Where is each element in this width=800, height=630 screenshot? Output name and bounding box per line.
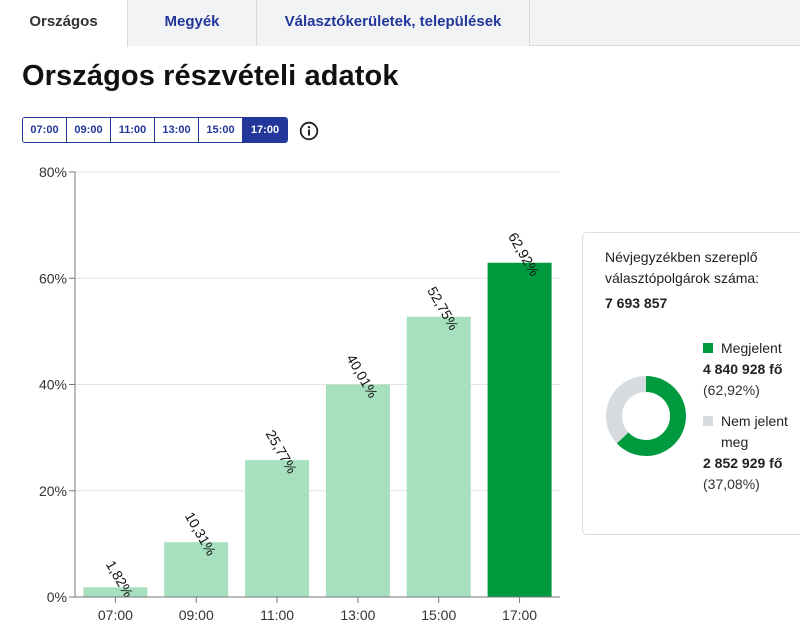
- legend-label: Megjelent: [721, 340, 782, 356]
- time-button-0900[interactable]: 09:00: [67, 118, 111, 142]
- time-selector: 07:00 09:00 11:00 13:00 15:00 17:00: [22, 117, 288, 143]
- legend-label: Nem jelent meg: [721, 413, 788, 450]
- y-tick-label: 0%: [47, 589, 67, 605]
- legend-value: 2 852 929 fő: [703, 455, 783, 471]
- turnout-donut-chart: [606, 376, 686, 456]
- y-tick-label: 20%: [39, 483, 67, 499]
- legend-swatch: [703, 343, 713, 353]
- time-button-1700[interactable]: 17:00: [243, 118, 287, 142]
- tab-orszagos[interactable]: Országos: [0, 0, 128, 47]
- turnout-bar-chart: 1,82%10,31%25,77%40,01%52,75%62,92% 0%20…: [39, 164, 560, 623]
- legend-percent: (62,92%): [703, 382, 760, 398]
- legend-percent: (37,08%): [703, 476, 760, 492]
- time-button-0700[interactable]: 07:00: [23, 118, 67, 142]
- bar-1300[interactable]: [325, 384, 390, 597]
- tab-bar: Országos Megyék Választókerületek, telep…: [0, 0, 800, 47]
- legend-value: 4 840 928 fő: [703, 361, 783, 377]
- summary-total: 7 693 857: [605, 295, 668, 311]
- summary-title: Névjegyzékben szereplő választópolgárok …: [605, 249, 760, 286]
- bar-0700[interactable]: [83, 587, 148, 597]
- legend-swatch: [703, 416, 713, 426]
- x-tick-label: 17:00: [502, 607, 537, 623]
- info-icon[interactable]: [299, 121, 319, 141]
- bar-1500[interactable]: [406, 316, 471, 597]
- time-button-1100[interactable]: 11:00: [111, 118, 155, 142]
- donut-slice-1[interactable]: [606, 376, 686, 456]
- x-tick-label: 09:00: [179, 607, 214, 623]
- legend-item-nem-jelent-meg: Nem jelent meg 2 852 929 fő (37,08%): [703, 411, 800, 495]
- x-tick-label: 13:00: [340, 607, 375, 623]
- time-button-1500[interactable]: 15:00: [199, 118, 243, 142]
- x-tick-label: 07:00: [98, 607, 133, 623]
- y-tick-label: 80%: [39, 164, 67, 180]
- x-tick-label: 15:00: [421, 607, 456, 623]
- x-tick-label: 11:00: [260, 607, 294, 623]
- y-tick-label: 40%: [39, 377, 67, 393]
- y-tick-label: 60%: [39, 270, 67, 286]
- page-title: Országos részvételi adatok: [22, 60, 399, 92]
- bar-0900[interactable]: [164, 542, 229, 597]
- bar-1700[interactable]: [487, 262, 552, 597]
- tab-valasztokeruletek[interactable]: Választókerületek, települések: [257, 0, 530, 46]
- legend-item-megjelent: Megjelent 4 840 928 fő (62,92%): [703, 338, 800, 401]
- tab-megyek[interactable]: Megyék: [128, 0, 257, 46]
- bar-1100[interactable]: [245, 460, 310, 597]
- time-button-1300[interactable]: 13:00: [155, 118, 199, 142]
- summary-card: Névjegyzékben szereplő választópolgárok …: [582, 232, 800, 535]
